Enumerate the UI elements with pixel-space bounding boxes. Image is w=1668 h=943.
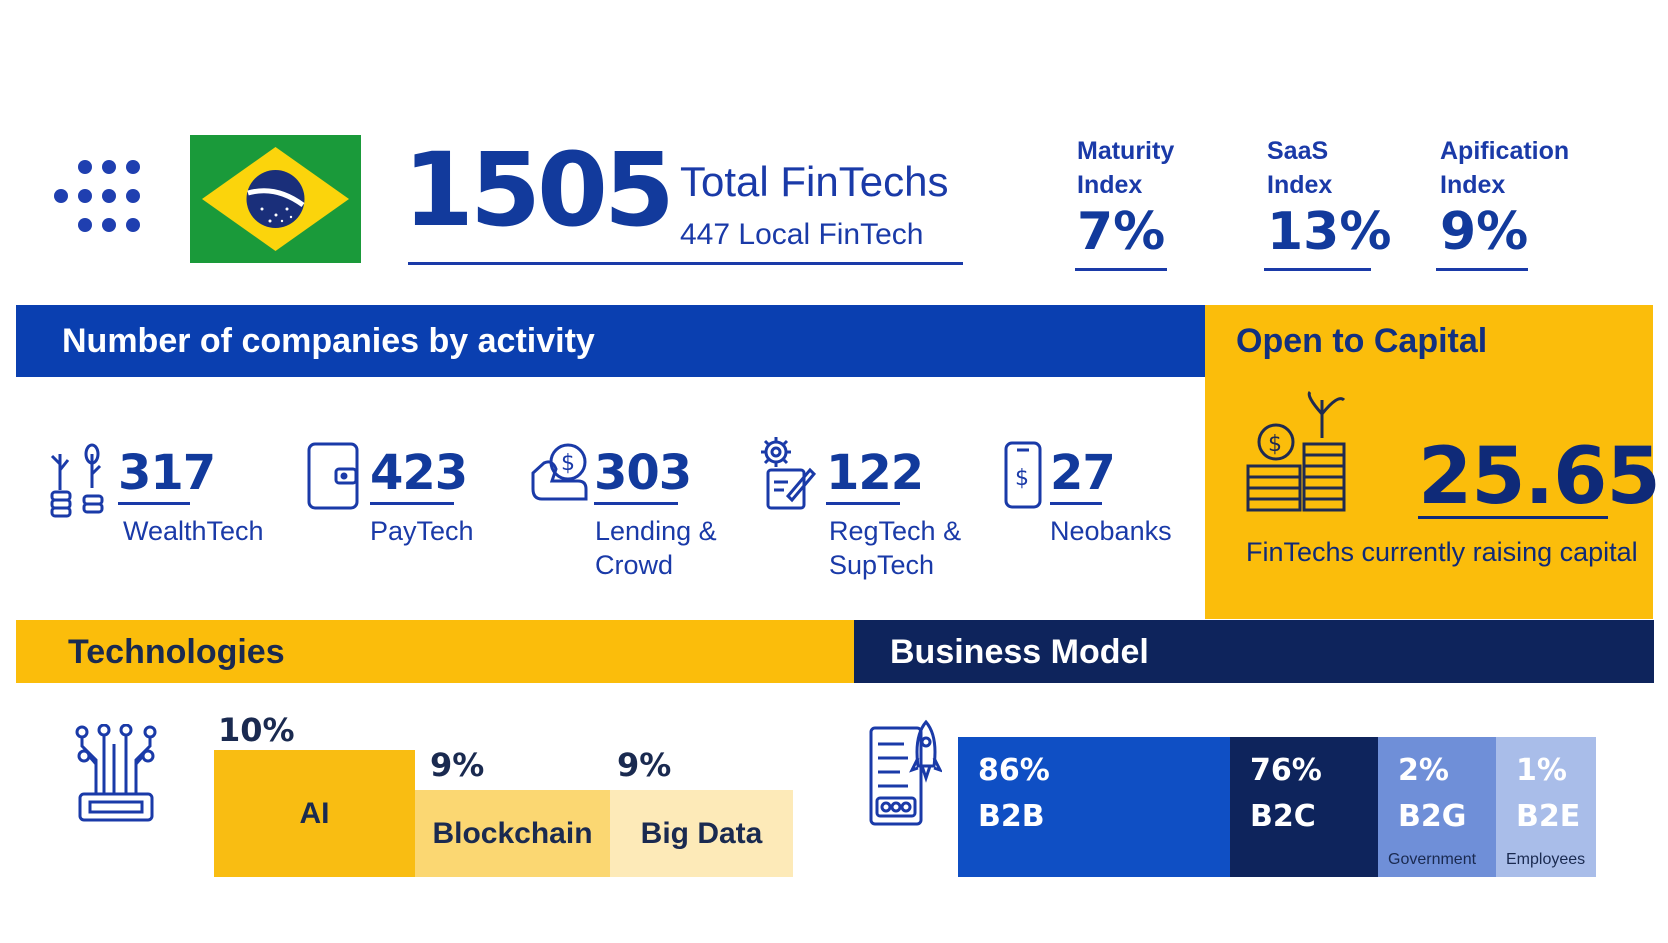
svg-text:$: $ (1268, 432, 1282, 457)
activity-label: WealthTech (123, 514, 264, 548)
activity-underline (370, 502, 454, 505)
activity-underline (118, 502, 190, 505)
segment-label: B2C (1250, 799, 1316, 834)
tech-percent-label: 10% (218, 711, 295, 749)
tech-block-big-data: Big Data (610, 790, 793, 877)
segment-percent: 2% (1398, 753, 1449, 788)
plant-coins-icon (48, 440, 110, 526)
tech-percent-label: 9% (430, 746, 485, 784)
index-value: 7% (1077, 202, 1166, 262)
index-label: SaaS (1267, 137, 1329, 165)
smartphone-dollar-icon: $ (1003, 440, 1043, 514)
open-to-capital-title: Open to Capital (1236, 322, 1488, 360)
business-segment-b2c: 76% B2C (1230, 737, 1378, 877)
activity-label-line: WealthTech (123, 516, 264, 546)
header-underline (408, 262, 963, 265)
index-label: Maturity (1077, 137, 1175, 165)
activity-value: 122 (826, 445, 924, 501)
total-fintechs-value: 1505 (403, 131, 675, 250)
index-label: Index (1077, 171, 1143, 199)
activity-title: Number of companies by activity (62, 322, 595, 360)
activity-label-line: PayTech (370, 516, 474, 546)
tech-name: AI (299, 796, 330, 830)
open-to-capital-subtitle: FinTechs currently raising capital (1246, 537, 1638, 567)
activity-label-line: Lending & (595, 516, 717, 546)
tech-name: Blockchain (432, 816, 593, 850)
tech-name: Big Data (640, 816, 763, 850)
activity-label: PayTech (370, 514, 474, 548)
tech-block-blockchain: Blockchain (415, 790, 610, 877)
activity-label: RegTech & SupTech (829, 514, 961, 582)
activity-header-bar (16, 305, 1205, 377)
segment-sublabel: Employees (1506, 851, 1586, 868)
wallet-icon (306, 441, 362, 515)
index-underline (1436, 268, 1528, 271)
technologies-title: Technologies (68, 633, 285, 671)
index-label: Index (1440, 171, 1506, 199)
index-label: Index (1267, 171, 1333, 199)
hand-coin-icon: $ (530, 441, 590, 509)
segment-label: B2B (978, 799, 1045, 834)
activity-label: Neobanks (1050, 514, 1172, 548)
activity-underline (826, 502, 900, 505)
activity-underline (1050, 502, 1102, 505)
segment-percent: 1% (1516, 753, 1567, 788)
segment-percent: 86% (978, 753, 1050, 788)
activity-label-line: Neobanks (1050, 516, 1172, 546)
index-value: 9% (1440, 202, 1529, 262)
activity-label: Lending & Crowd (595, 514, 717, 582)
technologies-header-bar (16, 620, 854, 683)
segment-label: B2E (1516, 799, 1581, 834)
brazil-flag-icon (190, 135, 361, 263)
business-segment-b2b: 86% B2B (958, 737, 1230, 877)
segment-label: B2G (1398, 799, 1467, 834)
gear-document-icon (758, 434, 818, 516)
index-value: 13% (1267, 202, 1392, 262)
activity-value: 27 (1050, 445, 1116, 501)
total-fintechs-label: Total FinTechs (680, 158, 949, 205)
business-segment-b2g: 2% B2G Government (1378, 737, 1496, 877)
tech-percent-label: 9% (617, 746, 672, 784)
index-saas: SaaS Index 13% (1267, 134, 1392, 262)
logo-dots-icon (52, 160, 152, 232)
index-underline (1075, 268, 1167, 271)
segment-sublabel: Government (1388, 851, 1477, 868)
activity-label-line: RegTech & (829, 516, 962, 546)
open-to-capital-value: 25.65 (1418, 432, 1661, 522)
business-model-header-bar (854, 620, 1654, 683)
index-apification: Apification Index 9% (1440, 134, 1600, 262)
index-underline (1264, 268, 1371, 271)
activity-value: 303 (594, 445, 692, 501)
index-label: Apification (1440, 137, 1570, 165)
local-fintech-label: 447 Local FinTech (680, 218, 924, 251)
activity-label-line: SupTech (829, 550, 935, 580)
open-to-capital-underline (1418, 516, 1608, 519)
tech-block-ai: AI (214, 750, 415, 877)
activity-label-line: Crowd (595, 550, 674, 580)
business-model-title: Business Model (890, 633, 1149, 671)
business-segment-b2e: 1% B2E Employees (1496, 737, 1596, 877)
svg-text:$: $ (1015, 466, 1029, 491)
money-growth-icon: $ (1244, 390, 1354, 526)
document-rocket-icon (868, 718, 943, 834)
activity-value: 423 (370, 445, 468, 501)
open-to-capital-panel (1205, 305, 1653, 619)
segment-percent: 76% (1250, 753, 1322, 788)
svg-text:$: $ (561, 451, 575, 476)
activity-value: 317 (118, 445, 216, 501)
circuit-chip-icon (74, 723, 158, 832)
activity-underline (594, 502, 678, 505)
index-maturity: Maturity Index 7% (1077, 134, 1197, 262)
